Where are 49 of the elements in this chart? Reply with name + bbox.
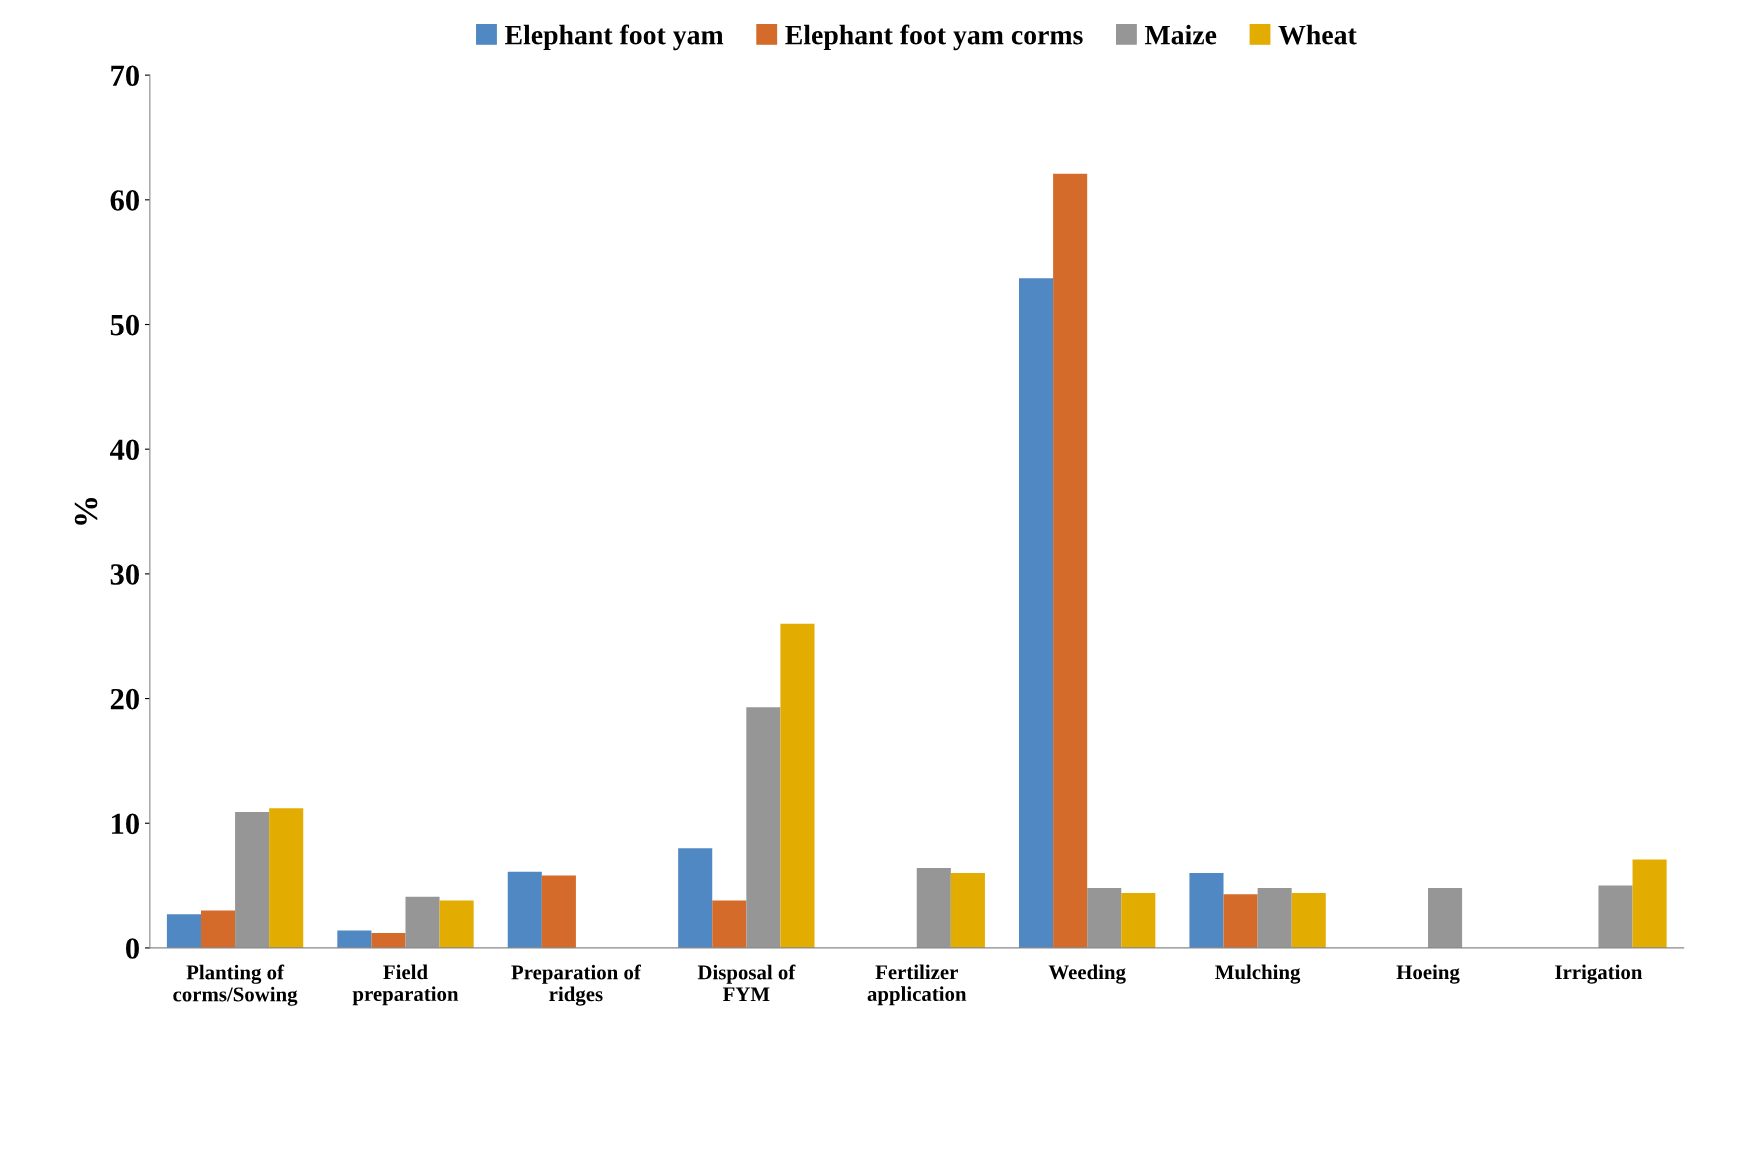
y-tick-label: 60 xyxy=(110,190,139,211)
bar xyxy=(235,812,270,948)
legend-label: Elephant foot yam xyxy=(505,24,724,51)
y-tick-label: 50 xyxy=(110,314,139,336)
x-tick-label: Planting of corms/Sowing xyxy=(173,964,298,1006)
x-tick-label: Mulching xyxy=(1215,964,1301,984)
bar xyxy=(541,875,576,948)
bar xyxy=(1189,873,1224,948)
bar xyxy=(166,914,201,948)
x-tick-label: Irrigation xyxy=(1555,964,1643,984)
legend-label: Elephant foot yam corms xyxy=(785,24,1083,51)
y-tick-label: 70 xyxy=(111,65,139,87)
y-tick-label: 0 xyxy=(126,938,139,959)
bar xyxy=(1632,859,1667,948)
bar xyxy=(1053,173,1088,948)
bar xyxy=(1223,894,1258,948)
bar xyxy=(678,848,713,948)
y-tick-label: 40 xyxy=(110,439,139,461)
bar xyxy=(200,910,236,948)
y-axis-title: % xyxy=(74,497,98,525)
bar xyxy=(1087,888,1122,948)
bar xyxy=(405,896,440,948)
x-tick-label: Field preparation xyxy=(352,964,459,1006)
legend-label: Wheat xyxy=(1278,24,1357,45)
x-tick-label: Fertilizer application xyxy=(867,964,967,1006)
x-tick-label: Hoeing xyxy=(1396,964,1460,984)
bar xyxy=(1019,278,1054,948)
bar xyxy=(1291,893,1326,948)
x-tick-label: Preparation of ridges xyxy=(511,964,642,1006)
bar xyxy=(439,900,474,948)
x-tick-label: Disposal of FYM xyxy=(697,964,796,1002)
bar xyxy=(1598,885,1633,948)
bar xyxy=(269,808,304,948)
y-tick-label: 10 xyxy=(112,813,139,835)
bar xyxy=(337,930,372,948)
bar xyxy=(950,873,985,948)
bar xyxy=(916,868,951,948)
bar xyxy=(1428,888,1463,948)
bar xyxy=(746,707,781,948)
y-tick-label: 20 xyxy=(110,688,139,710)
bar xyxy=(507,871,542,948)
bar xyxy=(1121,893,1156,948)
legend-label: Maize xyxy=(1144,24,1217,45)
bar xyxy=(371,932,406,948)
bar xyxy=(1257,888,1292,948)
bar xyxy=(712,900,747,948)
x-tick-label: Weeding xyxy=(1048,964,1126,984)
y-tick-label: 30 xyxy=(110,564,139,585)
bar xyxy=(780,623,815,948)
